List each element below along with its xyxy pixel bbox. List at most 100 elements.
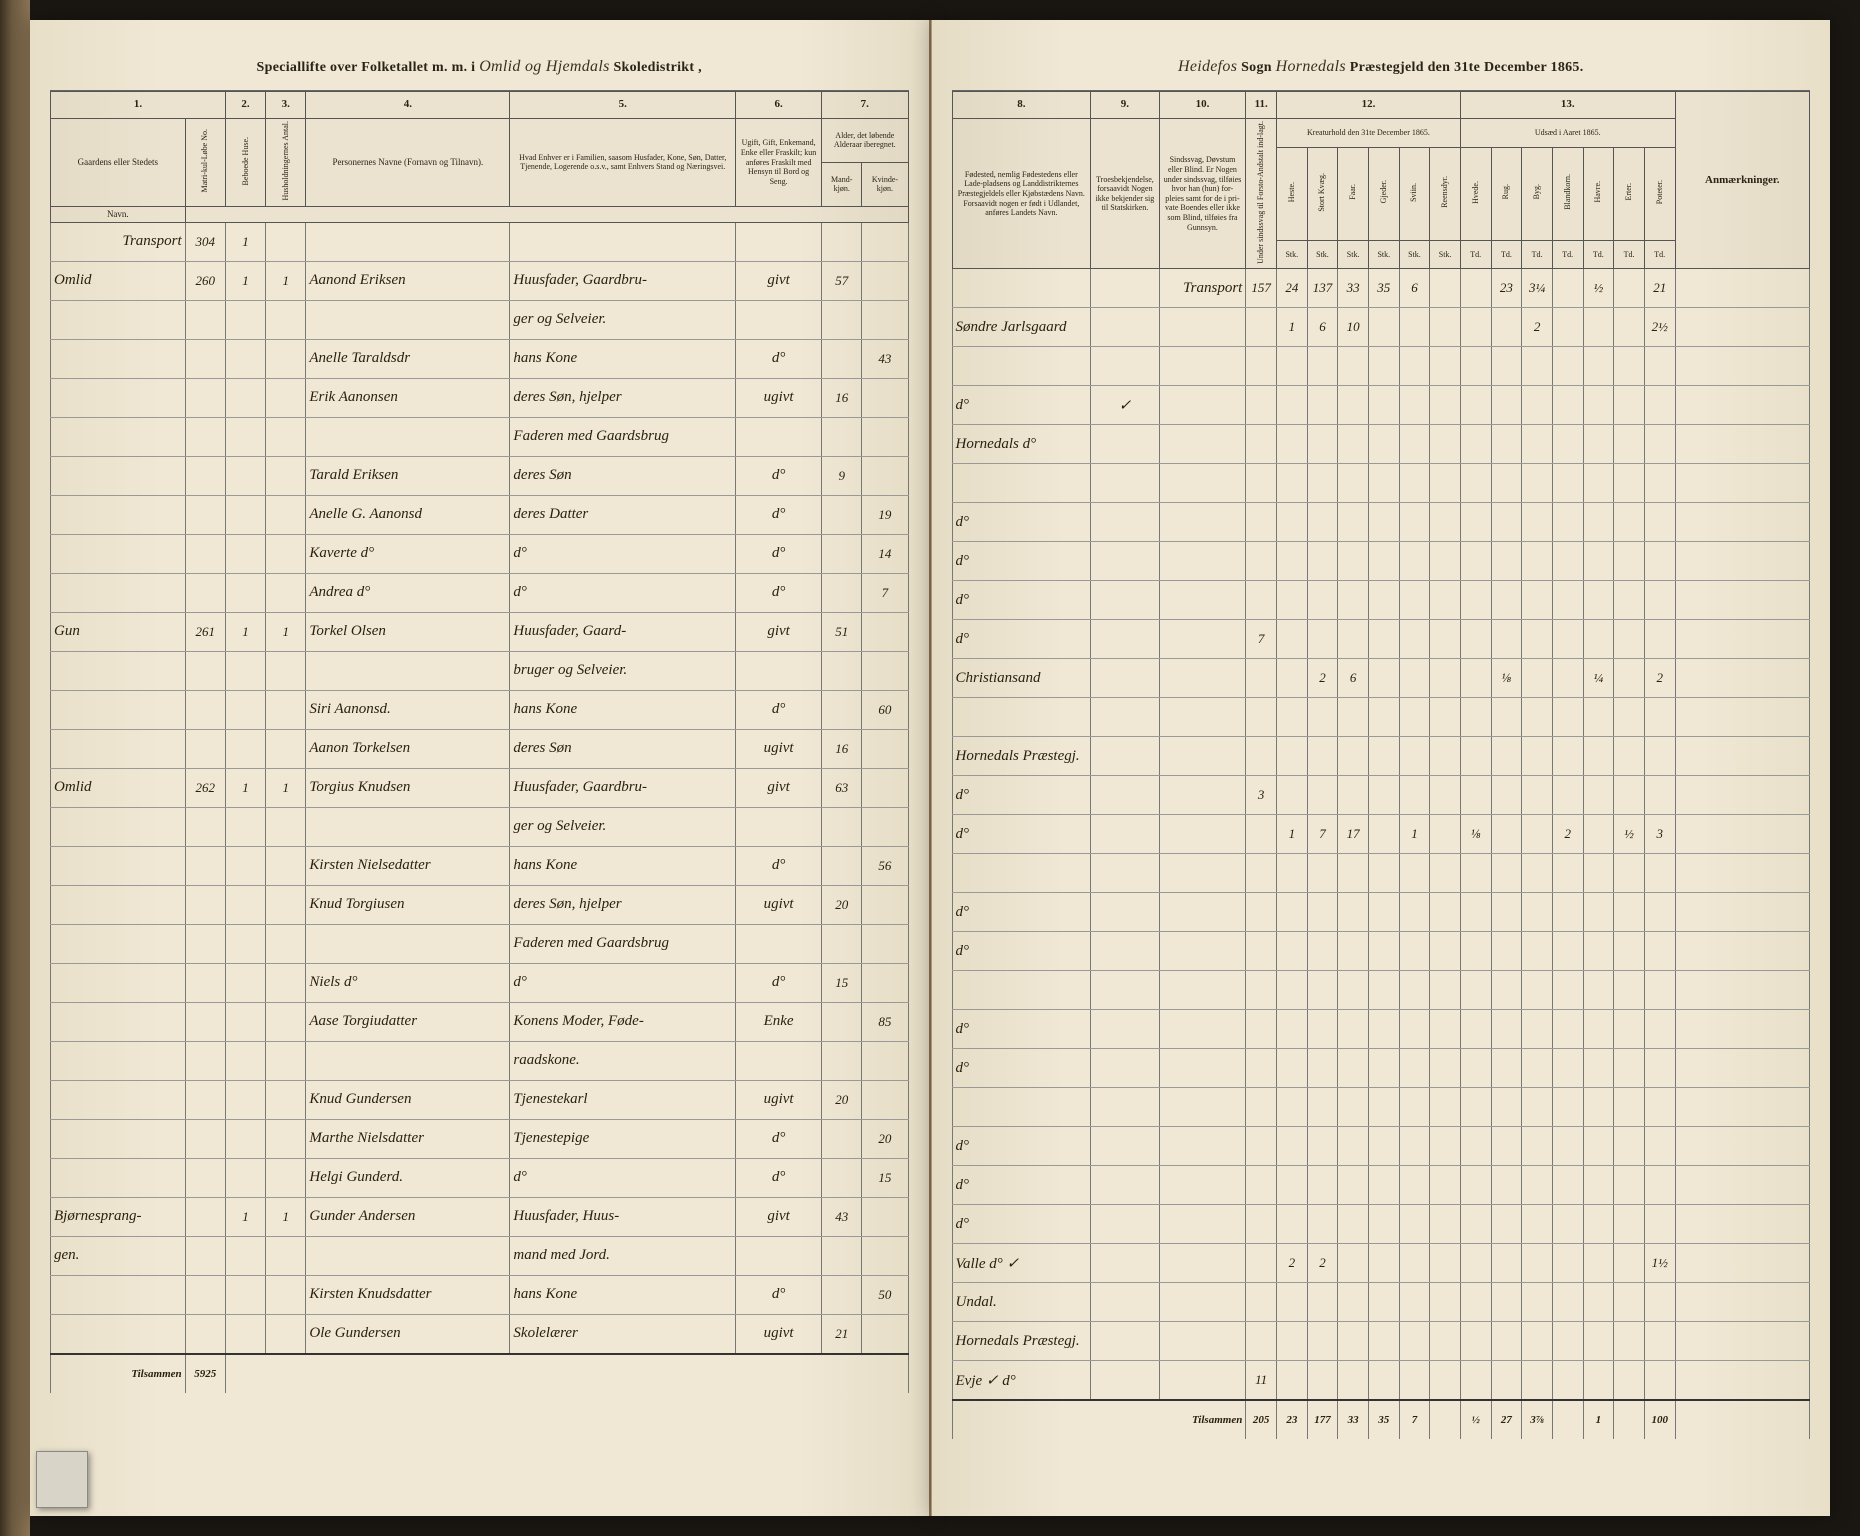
- cell-k1: [1307, 1127, 1338, 1166]
- cell-tro: [1091, 581, 1159, 620]
- tilsammen-v10: [1552, 1400, 1583, 1439]
- cell-hush: [266, 885, 306, 924]
- hdr-mk: Mand-kjøn.: [822, 162, 862, 206]
- header-r-script-pre: Heidefos: [1178, 58, 1237, 75]
- cell-k9: [1552, 854, 1583, 893]
- cell-anke: [1246, 386, 1277, 425]
- table-row: [952, 1088, 1810, 1127]
- table-row: d°: [952, 893, 1810, 932]
- cell-k12: 1½: [1644, 1244, 1675, 1283]
- cell-bebo: [225, 417, 265, 456]
- cell-stand: hans Kone: [510, 846, 736, 885]
- cell-bebo: [225, 1119, 265, 1158]
- cell-fode: d°: [952, 1205, 1091, 1244]
- cell-mk: 21: [822, 1314, 862, 1354]
- table-row: ger og Selveier.: [51, 300, 909, 339]
- cell-sind: [1159, 1283, 1246, 1322]
- cell-k10: [1583, 347, 1614, 386]
- cell-k3: [1368, 1088, 1399, 1127]
- cell-sind: [1159, 542, 1246, 581]
- cell-k2: [1338, 464, 1369, 503]
- cell-anke: [1246, 347, 1277, 386]
- cell-gaard: [51, 651, 186, 690]
- colnum-8: 8.: [952, 92, 1091, 119]
- cell-k2: 6: [1338, 659, 1369, 698]
- cell-anm: [1675, 1361, 1809, 1401]
- cell-matr: [185, 417, 225, 456]
- tilsammen-v9: 3⅞: [1522, 1400, 1553, 1439]
- cell-hush: [266, 417, 306, 456]
- cell-k7: [1491, 1049, 1522, 1088]
- hdr-matr: Matri-kul-Løbe No.: [185, 119, 225, 207]
- cell-k11: [1614, 1010, 1645, 1049]
- cell-k1: [1307, 1322, 1338, 1361]
- cell-k2: [1338, 1361, 1369, 1401]
- cell-k5: [1430, 269, 1461, 308]
- tilsammen-label-left: Tilsammen: [51, 1354, 186, 1393]
- cell-k6: [1460, 1244, 1491, 1283]
- cell-tro: [1091, 971, 1159, 1010]
- table-row: Siri Aanonsd. hans Kone d° 60: [51, 690, 909, 729]
- cell-k11: [1614, 386, 1645, 425]
- cell-k3: [1368, 464, 1399, 503]
- cell-mk: [822, 339, 862, 378]
- cell-k7: [1491, 503, 1522, 542]
- cell-k7: [1491, 542, 1522, 581]
- cell-anke: [1246, 893, 1277, 932]
- cell-k4: [1399, 737, 1430, 776]
- cell-k6: [1460, 1361, 1491, 1401]
- table-row: ger og Selveier.: [51, 807, 909, 846]
- cell-hush: [266, 963, 306, 1002]
- cell-k8: [1522, 1205, 1553, 1244]
- cell-k4: [1399, 1244, 1430, 1283]
- cell-navn: Kirsten Knudsdatter: [306, 1275, 510, 1314]
- cell-mk: [822, 651, 862, 690]
- cell-tro: [1091, 698, 1159, 737]
- cell-navn: Andrea d°: [306, 573, 510, 612]
- cell-navn: Tarald Eriksen: [306, 456, 510, 495]
- cell-k7: [1491, 347, 1522, 386]
- cell-k9: [1552, 347, 1583, 386]
- cell-k11: [1614, 464, 1645, 503]
- cell-anke: [1246, 542, 1277, 581]
- cell-anm: [1675, 425, 1809, 464]
- cell-k9: [1552, 308, 1583, 347]
- cell-navn: [306, 1041, 510, 1080]
- cell-fode: [952, 971, 1091, 1010]
- cell-k7: [1491, 308, 1522, 347]
- cell-k5: [1430, 581, 1461, 620]
- cell-k10: [1583, 1088, 1614, 1127]
- hdr-gjeder: Gjeder.: [1368, 147, 1399, 240]
- cell-k8: [1522, 893, 1553, 932]
- cell-gaard: [51, 300, 186, 339]
- cell-mk: 57: [822, 261, 862, 300]
- cell-mk: [822, 807, 862, 846]
- cell-tro: [1091, 815, 1159, 854]
- cell-ugift: givt: [736, 612, 822, 651]
- cell-k11: [1614, 620, 1645, 659]
- cell-hush: [266, 1314, 306, 1354]
- cell-k12: [1644, 893, 1675, 932]
- cell-sind: [1159, 776, 1246, 815]
- cell-anm: [1675, 815, 1809, 854]
- cell-k10: [1583, 1322, 1614, 1361]
- cell-k8: [1522, 503, 1553, 542]
- cell-fode: Evje ✓ d°: [952, 1361, 1091, 1401]
- cell-k1: [1307, 1088, 1338, 1127]
- cell-k4: [1399, 971, 1430, 1010]
- cell-k7: [1491, 971, 1522, 1010]
- colnum-5: 5.: [510, 92, 736, 119]
- cell-gaard: Omlid: [51, 768, 186, 807]
- tilsammen-v11: 1: [1583, 1400, 1614, 1439]
- cell-k5: [1430, 1205, 1461, 1244]
- left-census-table: 1. 2. 3. 4. 5. 6. 7. Gaardens eller Sted…: [50, 91, 909, 1393]
- cell-k10: [1583, 893, 1614, 932]
- table-row: raadskone.: [51, 1041, 909, 1080]
- cell-k12: 21: [1644, 269, 1675, 308]
- cell-navn: [306, 300, 510, 339]
- cell-k6: [1460, 1205, 1491, 1244]
- cell-k9: [1552, 971, 1583, 1010]
- hdr-havre: Havre.: [1583, 147, 1614, 240]
- cell-k6: [1460, 932, 1491, 971]
- cell-gaard: [51, 534, 186, 573]
